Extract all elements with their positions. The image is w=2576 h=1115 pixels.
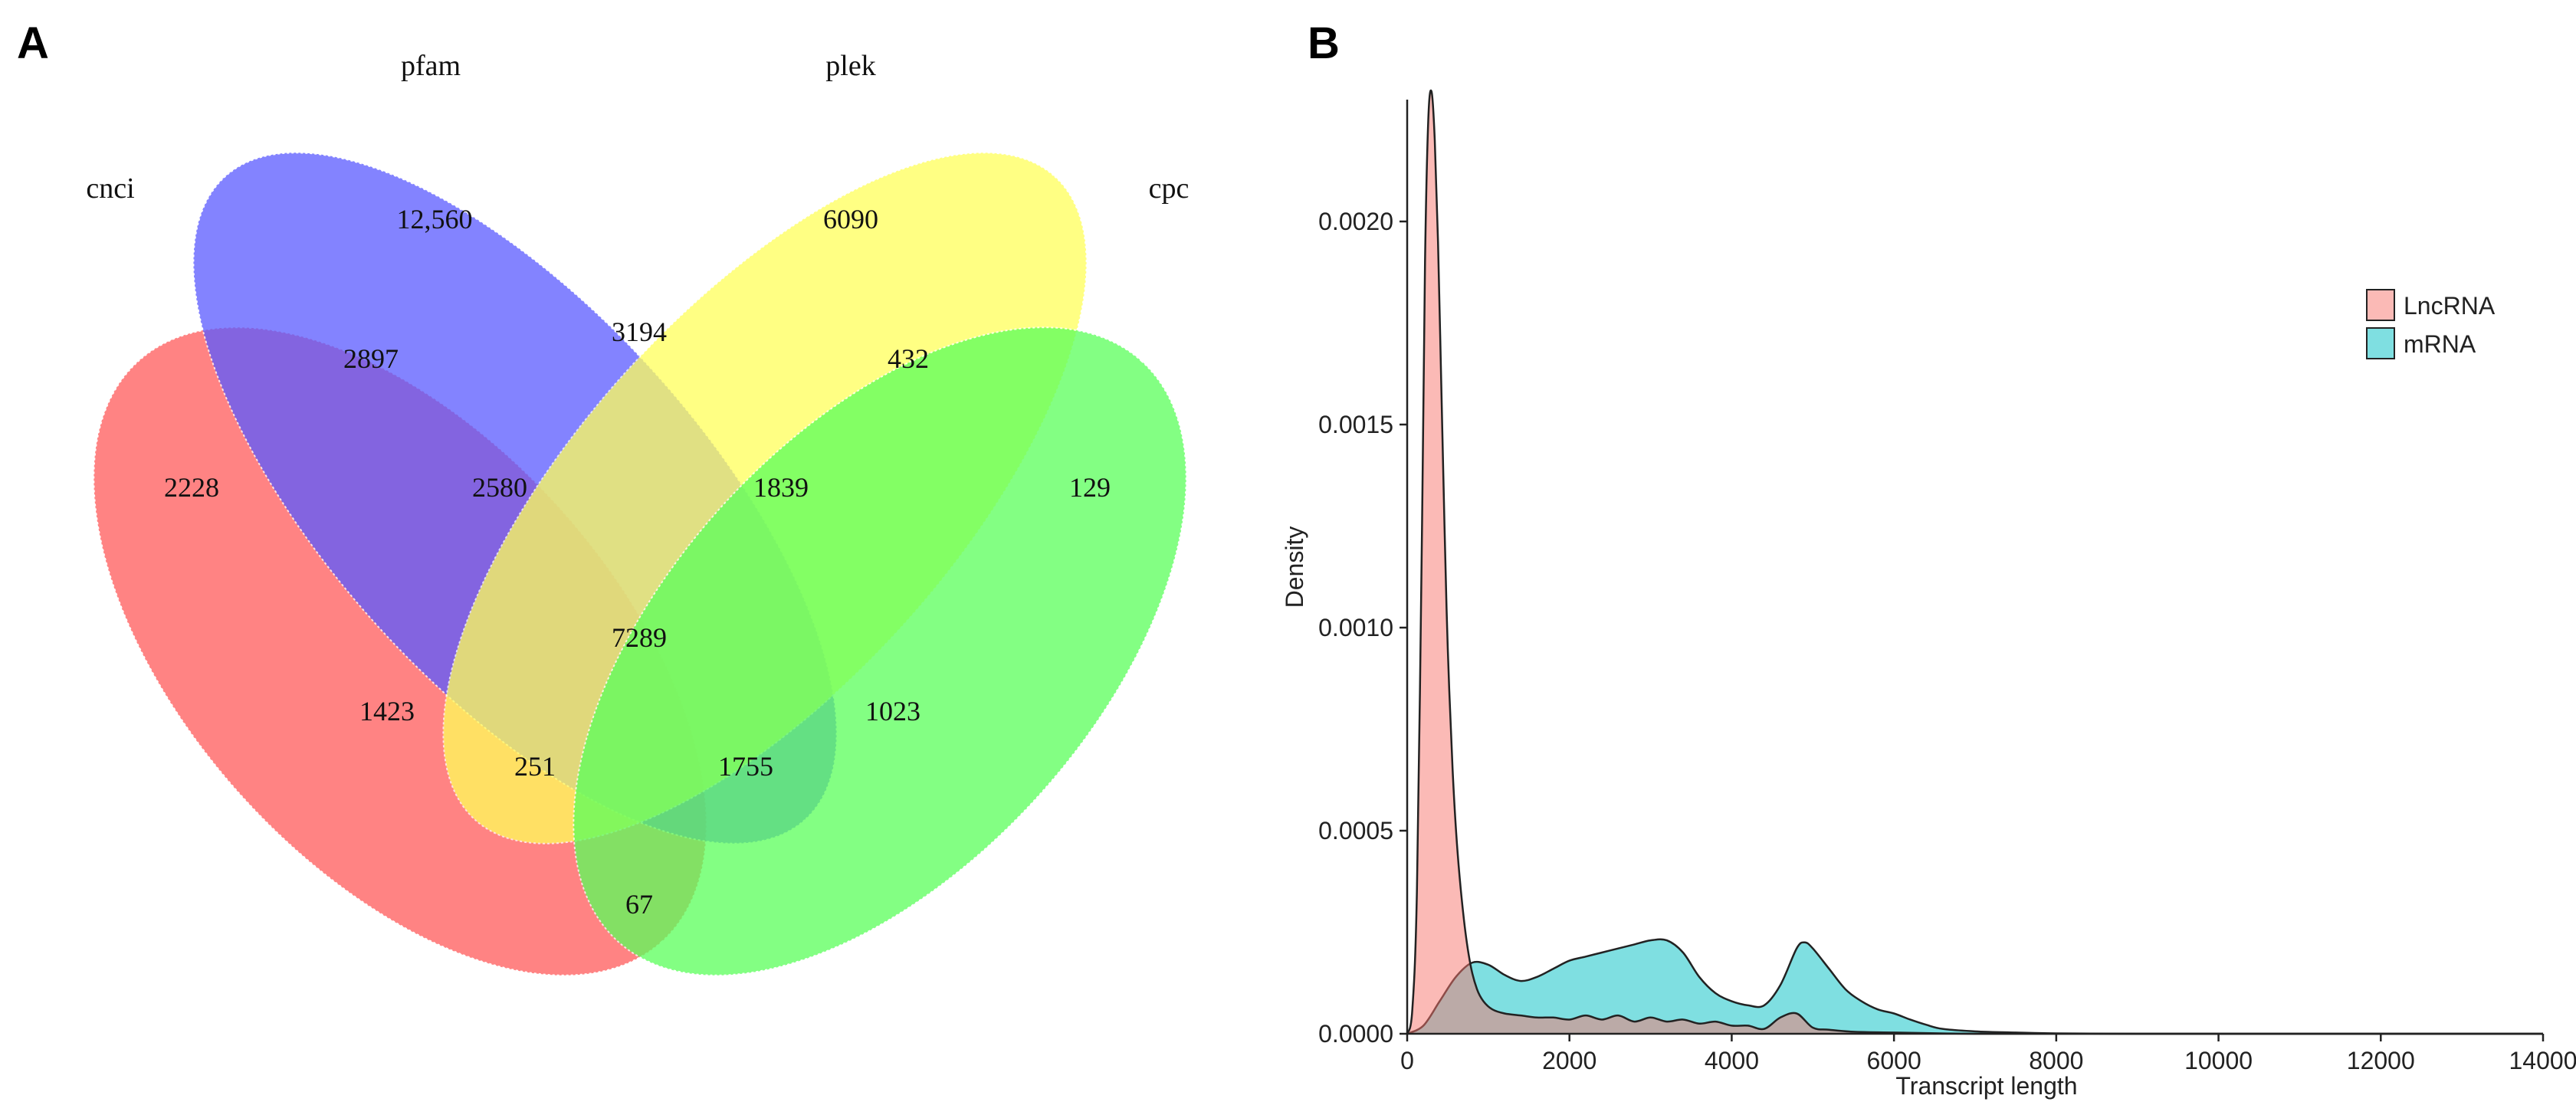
x-tick-label: 2000: [1542, 1047, 1596, 1074]
y-tick-label: 0.0015: [1318, 411, 1393, 438]
venn-count-cpc-only: 129: [1069, 472, 1111, 503]
y-tick-label: 0.0020: [1318, 208, 1393, 235]
venn-label-plek: plek: [825, 50, 875, 82]
venn-count-cnci-plek: 1423: [359, 696, 415, 726]
venn-count-all-four: 7289: [612, 622, 667, 653]
y-tick-label: 0.0005: [1318, 817, 1393, 844]
venn-count-cnci-pfam: 2897: [343, 343, 399, 374]
x-tick-label: 6000: [1867, 1047, 1921, 1074]
venn-count-cnci-plek-cpc: 251: [514, 751, 556, 782]
legend: LncRNA mRNA: [2366, 289, 2496, 359]
density-area-lncrna: [1407, 90, 2543, 1035]
venn-count-cnci-only: 2228: [164, 472, 219, 503]
venn-count-cnci-cpc: 67: [625, 889, 653, 920]
y-axis-title: Density: [1281, 526, 1308, 608]
venn-label-cpc: cpc: [1149, 172, 1190, 205]
venn-count-cnci-pfam-cpc: 1755: [718, 751, 773, 782]
x-axis-title: Transcript length: [1895, 1072, 2077, 1100]
venn-label-pfam: pfam: [401, 50, 461, 82]
venn-set-cpc: [573, 326, 1187, 976]
density-area-mrna: [1407, 939, 2543, 1034]
x-axis-ticks: 0 2000 4000 6000 8000 10000 12000 14000: [1400, 1034, 2576, 1074]
panel-letter-b: B: [1308, 18, 1340, 68]
venn-count-pfam-only: 12,560: [397, 204, 473, 234]
x-tick-label: 10000: [2184, 1047, 2253, 1074]
venn-label-cnci: cnci: [86, 172, 134, 205]
venn-count-cnci-pfam-plek: 2580: [472, 472, 527, 503]
venn-count-plek-cpc: 432: [888, 343, 929, 374]
density-areas: [1406, 89, 2543, 1035]
venn-count-pfam-cpc: 1023: [865, 696, 920, 726]
x-tick-label: 0: [1400, 1047, 1414, 1074]
y-axis-ticks: 0.0000 0.0005 0.0010 0.0015 0.0020: [1318, 208, 1407, 1048]
legend-label-mrna: mRNA: [2404, 330, 2476, 358]
x-tick-label: 14000: [2509, 1047, 2576, 1074]
x-tick-label: 8000: [2029, 1047, 2083, 1074]
venn-count-plek-only: 6090: [823, 204, 878, 234]
legend-swatch-lncrna: [2366, 289, 2395, 321]
density-line-mrna: [1406, 938, 2543, 1035]
x-tick-label: 4000: [1705, 1047, 1759, 1074]
venn-count-pfam-plek: 3194: [612, 316, 667, 347]
density-plot: 0 2000 4000 6000 8000 10000 12000 14000 0.00000…: [1281, 89, 2576, 1100]
y-tick-label: 0.0010: [1318, 614, 1393, 641]
legend-swatch-mrna: [2366, 327, 2395, 359]
x-tick-label: 12000: [2347, 1047, 2415, 1074]
venn-diagram: cnci pfam plek cpc 12,560 6090 2897 3194…: [86, 50, 1190, 976]
y-tick-label: 0.0000: [1318, 1020, 1393, 1048]
density-line-lncrna: [1406, 89, 2543, 1035]
venn-count-pfam-plek-cpc: 1839: [753, 472, 809, 503]
panel-letter-a: A: [17, 18, 49, 68]
legend-label-lncrna: LncRNA: [2404, 292, 2496, 320]
